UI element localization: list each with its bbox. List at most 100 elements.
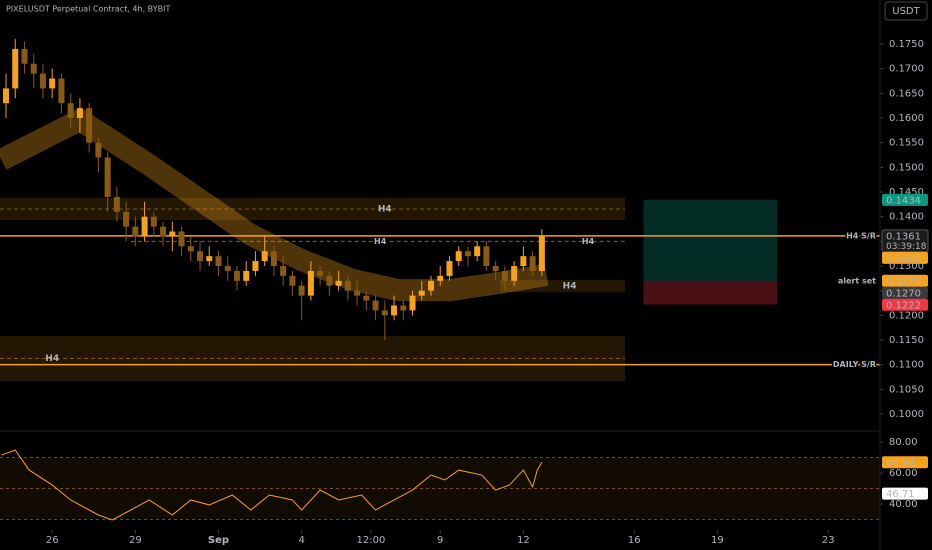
price-tag-countdown: 03:39:18 <box>886 242 927 252</box>
zone <box>0 336 626 381</box>
candle-body <box>354 290 361 296</box>
y-tick-label: 0.1200 <box>889 310 924 321</box>
rsi-band <box>0 457 880 520</box>
price-tag-label: 0.1270 <box>886 288 921 299</box>
candle-body <box>141 216 148 237</box>
x-tick-label: Sep <box>208 535 229 546</box>
price-tag <box>882 274 928 287</box>
candle-body <box>187 246 194 252</box>
candle-body <box>160 226 167 237</box>
candle-body <box>326 275 333 286</box>
candle-body <box>335 280 342 286</box>
candle-body <box>252 261 259 271</box>
rsi-value-label: 66.94 <box>886 458 915 469</box>
candle-body <box>409 295 416 311</box>
candle-body <box>464 251 471 257</box>
candle-body <box>455 251 462 262</box>
price-tag-label: 0.1434 <box>886 195 921 206</box>
rsi-ma-label: 46.71 <box>886 489 915 500</box>
y-tick-label: 0.1450 <box>889 187 924 198</box>
candle-body <box>501 270 508 281</box>
candle-body <box>206 256 213 262</box>
x-tick-label: 29 <box>129 535 142 546</box>
candle-body <box>344 280 351 291</box>
x-tick-label: 4 <box>298 535 304 546</box>
candle-body <box>12 48 19 89</box>
candle-body <box>215 256 222 267</box>
y-tick-label: 0.1600 <box>889 113 924 124</box>
candle-body <box>21 48 28 64</box>
price-tag <box>882 193 928 206</box>
candle-body <box>289 275 296 286</box>
target-zone <box>643 199 778 281</box>
stop-zone <box>643 280 778 305</box>
candle-body <box>95 142 102 158</box>
candle-body <box>58 78 65 104</box>
candle-body <box>317 270 324 276</box>
candle-body <box>391 305 398 316</box>
price-tag <box>882 251 928 264</box>
candle-body <box>49 78 56 89</box>
candle-body <box>418 290 425 296</box>
candle-body <box>437 275 444 281</box>
x-tick-label: 19 <box>711 535 724 546</box>
plot: H4 H4 H4 H4 H4 S/R DAILY S/R H4 alert set 0.1000… <box>0 39 929 546</box>
candle-body <box>381 310 388 316</box>
level-label: H4 <box>374 237 387 246</box>
y-tick-label: 0.1300 <box>889 261 924 272</box>
candle-body <box>372 300 379 311</box>
candle-body <box>30 63 37 74</box>
y-tick-label: 0.1550 <box>889 138 924 149</box>
y-tick-label: 0.1000 <box>889 409 924 420</box>
x-tick-label: 23 <box>822 535 835 546</box>
chart-title: PIXELUSDT Perpetual Contract, 4h, BYBIT <box>6 5 170 14</box>
x-tick-label: 9 <box>437 535 443 546</box>
x-tick-label: 16 <box>628 535 641 546</box>
candle-body <box>132 226 139 237</box>
rsi-tick-label: 40.00 <box>889 499 918 510</box>
annotation: H4 <box>582 237 595 246</box>
zone-label: H4 <box>378 205 392 215</box>
candle-body <box>298 285 305 296</box>
rsi-line <box>1 449 543 521</box>
candle-body <box>270 251 277 267</box>
price-tag-label: 0.1361 <box>886 231 921 242</box>
candle-body <box>492 266 499 271</box>
candle-body <box>197 251 204 262</box>
candle-body <box>39 73 46 89</box>
price-tag-label: 0.1222 <box>886 300 921 311</box>
candle-body <box>511 266 518 281</box>
candle-body <box>446 261 453 276</box>
candle-body <box>520 256 527 267</box>
candle-body <box>363 295 370 301</box>
candle-body <box>400 305 407 311</box>
candle-body <box>3 88 10 104</box>
level-label: DAILY S/R <box>833 360 876 369</box>
candle-body <box>178 231 185 247</box>
candle-body <box>86 108 93 143</box>
candle-body <box>529 256 536 271</box>
candle-body <box>76 108 83 119</box>
candle-body <box>427 280 434 291</box>
candle-body <box>261 251 268 262</box>
rsi-tick-label: 80.00 <box>889 437 918 448</box>
zone <box>500 279 626 293</box>
candle-body <box>67 103 74 119</box>
price-tag-label: 0.1270 <box>886 276 921 287</box>
y-tick-label: 0.1400 <box>889 212 924 223</box>
rsi-tick-label: 60.00 <box>889 468 918 479</box>
candle-body <box>150 216 157 227</box>
candle-body <box>474 246 481 257</box>
currency-button[interactable] <box>884 1 928 21</box>
y-tick-label: 0.1750 <box>889 39 924 50</box>
price-tag <box>882 298 928 311</box>
candle-body <box>280 266 287 276</box>
candle-body <box>483 246 490 267</box>
currency-label[interactable]: USDT <box>892 6 920 17</box>
candle-body <box>113 196 120 212</box>
y-tick-label: 0.1150 <box>889 335 924 346</box>
y-tick-label: 0.1650 <box>889 88 924 99</box>
